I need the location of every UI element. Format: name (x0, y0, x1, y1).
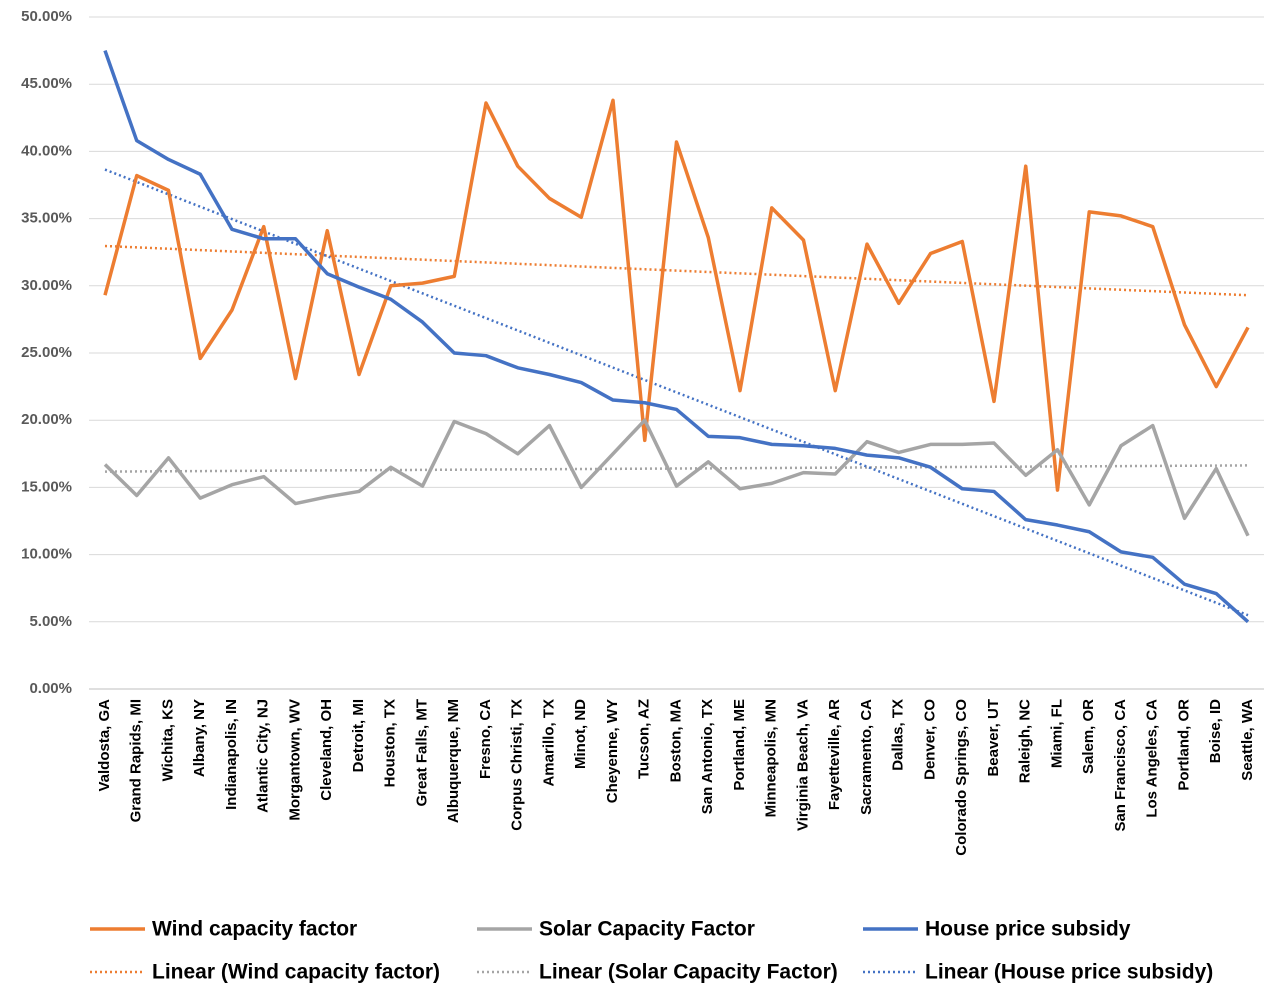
y-tick-label: 15.00% (21, 478, 72, 495)
x-tick-label: Fayetteville, AR (826, 699, 843, 810)
x-tick-label: San Antonio, TX (699, 699, 716, 814)
x-tick-label: Minneapolis, MN (763, 699, 780, 817)
x-tick-label: San Francisco, CA (1112, 699, 1129, 832)
x-tick-label: Seattle, WA (1239, 699, 1256, 781)
x-tick-label: Amarillo, TX (540, 699, 557, 787)
x-tick-label: Valdosta, GA (96, 699, 113, 792)
trend-line (104, 244, 1249, 297)
x-tick-label: Corpus Christi, TX (509, 699, 526, 831)
x-tick-label: Denver, CO (921, 699, 938, 780)
x-tick-label: Virginia Beach, VA (794, 699, 811, 831)
x-tick-label: Salem, OR (1080, 699, 1097, 774)
x-tick-label: Wichita, KS (159, 699, 176, 781)
legend-label: Linear (House price subsidy) (925, 961, 1213, 984)
x-tick-label: Sacramento, CA (858, 699, 875, 815)
x-tick-label: Houston, TX (382, 699, 399, 787)
x-tick-label: Raleigh, NC (1017, 699, 1034, 783)
y-tick-label: 10.00% (21, 546, 72, 563)
y-tick-label: 25.00% (21, 344, 72, 361)
x-tick-label: Colorado Springs, CO (953, 699, 970, 856)
y-tick-label: 35.00% (21, 210, 72, 227)
x-tick-label: Detroit, MI (350, 699, 367, 772)
series-line (103, 98, 1250, 492)
y-tick-label: 20.00% (21, 411, 72, 428)
x-tick-label: Los Angeles, CA (1144, 699, 1161, 818)
y-tick-label: 30.00% (21, 277, 72, 294)
x-tick-label: Minot, ND (572, 699, 589, 769)
legend-label: Linear (Wind capacity factor) (152, 961, 440, 984)
trend-line (104, 168, 1249, 617)
x-tick-label: Fresno, CA (477, 699, 494, 779)
x-tick-label: Portland, OR (1175, 699, 1192, 791)
legend-label: House price subsidy (925, 918, 1131, 941)
x-tick-label: Tucson, AZ (636, 699, 653, 779)
y-tick-label: 5.00% (29, 613, 72, 630)
x-tick-label: Cleveland, OH (318, 699, 335, 801)
series-line (103, 418, 1250, 537)
x-tick-label: Atlantic City, NJ (255, 699, 272, 813)
x-tick-label: Dallas, TX (890, 699, 907, 771)
x-tick-label: Cheyenne, WY (604, 699, 621, 803)
x-tick-label: Morgantown, WV (286, 699, 303, 821)
x-tick-label: Boise, ID (1207, 699, 1224, 763)
y-tick-label: 40.00% (21, 142, 72, 159)
x-tick-label: Indianapolis, IN (223, 699, 240, 810)
x-tick-label: Great Falls, MT (413, 699, 430, 807)
x-tick-label: Boston, MA (667, 699, 684, 782)
legend-label: Linear (Solar Capacity Factor) (539, 961, 838, 984)
x-tick-label: Beaver, UT (985, 699, 1002, 777)
x-tick-label: Grand Rapids, MI (128, 699, 145, 822)
x-tick-label: Portland, ME (731, 699, 748, 791)
x-tick-label: Albany, NY (191, 699, 208, 777)
legend-label: Solar Capacity Factor (539, 918, 755, 941)
legend-label: Wind capacity factor (152, 918, 357, 941)
trend-line (104, 464, 1249, 473)
series-line (103, 50, 1250, 624)
x-tick-label: Miami, FL (1048, 699, 1065, 768)
y-tick-label: 50.00% (21, 8, 72, 25)
y-tick-label: 0.00% (29, 680, 72, 697)
y-tick-label: 45.00% (21, 75, 72, 92)
x-tick-label: Albuquerque, NM (445, 699, 462, 823)
